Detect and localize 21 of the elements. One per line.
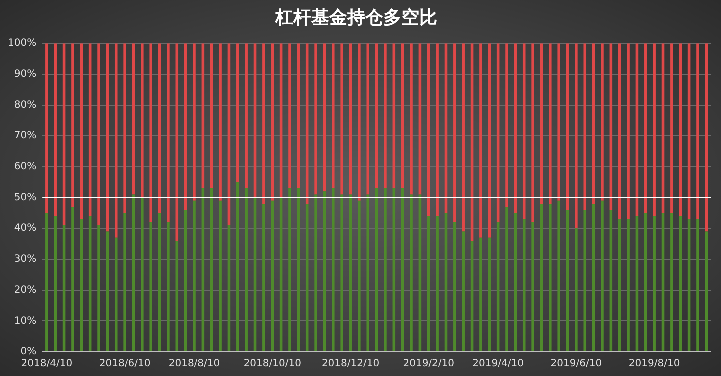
y-tick-label: 70% xyxy=(14,130,37,142)
x-tick-label: 2018/12/10 xyxy=(322,358,380,370)
y-tick-label: 50% xyxy=(14,192,37,204)
x-tick-label: 2019/6/10 xyxy=(550,358,602,370)
y-tick-label: 20% xyxy=(14,284,37,296)
y-tick-label: 30% xyxy=(14,254,37,266)
y-tick-label: 40% xyxy=(14,223,37,234)
x-tick-label: 2019/2/10 xyxy=(403,358,455,370)
y-tick-label: 10% xyxy=(14,316,37,327)
y-tick-label: 100% xyxy=(8,38,37,50)
x-tick-label: 2018/10/10 xyxy=(244,358,302,370)
x-tick-label: 2019/8/10 xyxy=(628,358,680,370)
x-tick-label: 2019/4/10 xyxy=(472,358,524,370)
y-tick-label: 90% xyxy=(14,69,37,80)
y-tick-label: 60% xyxy=(14,162,37,173)
chart-title: 杠杆基金持仓多空比 xyxy=(274,7,438,28)
y-tick-label: 0% xyxy=(20,346,37,358)
x-tick-label: 2018/4/10 xyxy=(21,358,73,370)
x-tick-label: 2018/8/10 xyxy=(168,358,220,370)
x-tick-label: 2018/6/10 xyxy=(99,358,151,370)
y-tick-label: 80% xyxy=(14,100,37,111)
